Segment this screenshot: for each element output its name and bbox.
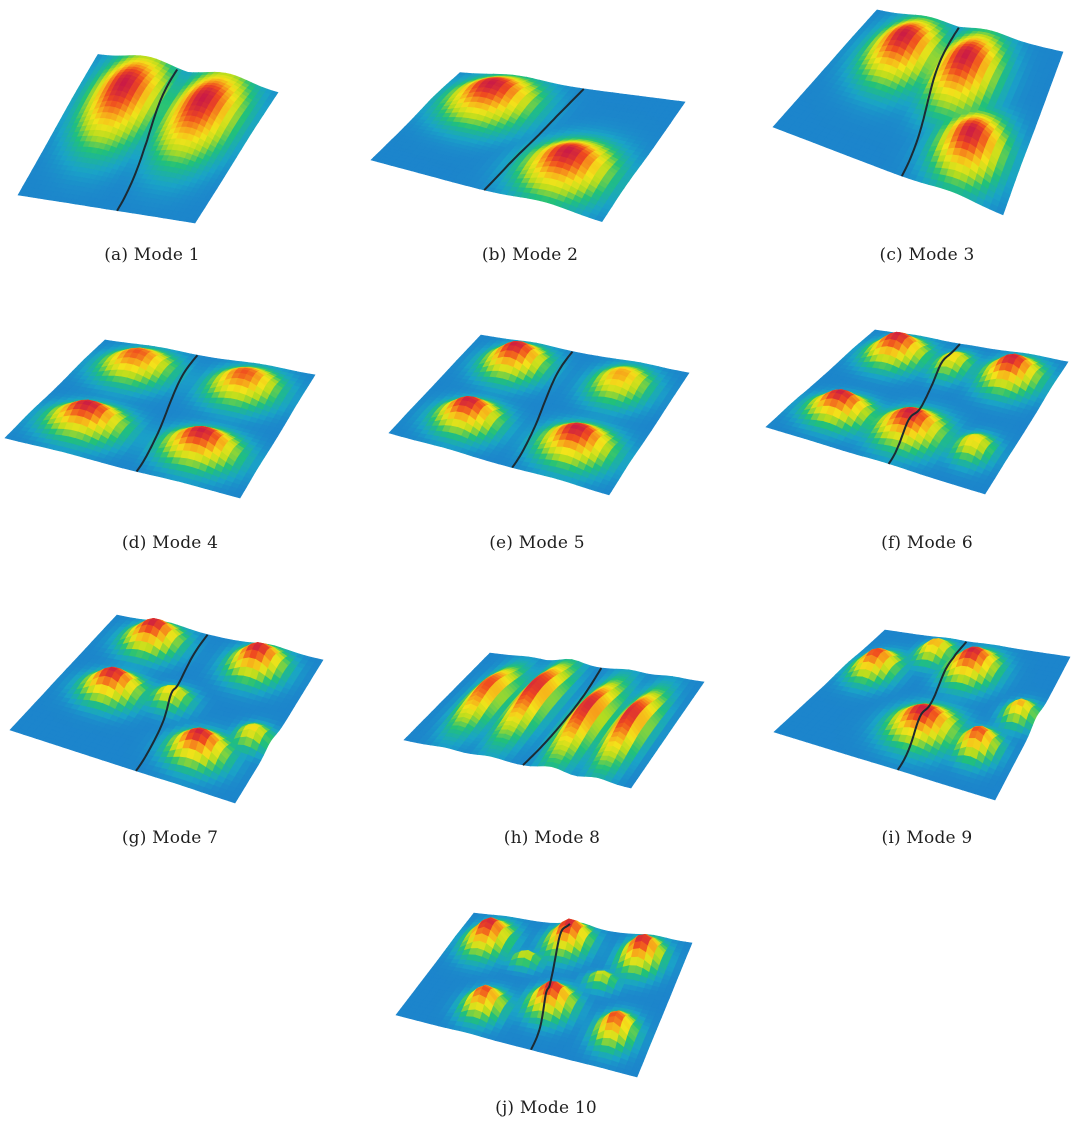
mode-4-nodal-line <box>135 354 199 473</box>
mode-6-plot <box>765 329 1069 495</box>
mode-5-caption: (e) Mode 5 <box>489 533 585 553</box>
mode-10-surface <box>395 912 693 1078</box>
mode-8-nodal-line <box>522 667 603 766</box>
mode-8-surface <box>403 652 705 789</box>
mode-10-caption: (j) Mode 10 <box>495 1098 597 1118</box>
mode-9-surface <box>773 629 1071 801</box>
mode-7-plot <box>9 614 324 804</box>
mode-6-nodal-line <box>887 343 961 465</box>
mode-3-plot <box>772 9 1064 216</box>
mode-1-nodal-line <box>116 68 179 212</box>
mode-2-caption: (b) Mode 2 <box>481 245 579 265</box>
mode-9-caption: (i) Mode 9 <box>881 828 973 848</box>
mode-1-plot <box>17 54 279 224</box>
mode-6-caption: (f) Mode 6 <box>881 533 973 553</box>
mode-10-nodal-line <box>530 923 571 1051</box>
mode-9-nodal-line <box>896 641 968 771</box>
mode-5-plot <box>388 334 690 496</box>
mode-1-caption: (a) Mode 1 <box>104 245 200 265</box>
mode-2-surface <box>370 72 686 222</box>
mode-8-caption: (h) Mode 8 <box>503 828 601 848</box>
mode-6-surface <box>765 329 1069 495</box>
mode-5-nodal-line <box>511 350 574 469</box>
mode-5-surface <box>388 334 690 496</box>
mode-4-plot <box>4 339 316 499</box>
mode-9-plot <box>773 629 1071 801</box>
mode-4-caption: (d) Mode 4 <box>121 533 219 553</box>
mode-3-caption: (c) Mode 3 <box>879 245 975 265</box>
mode-7-caption: (g) Mode 7 <box>121 828 219 848</box>
mode-3-surface <box>772 9 1064 216</box>
mode-7-surface <box>9 614 324 804</box>
mode-3-nodal-line <box>900 27 960 177</box>
mode-2-plot <box>370 72 686 222</box>
mode-8-plot <box>403 652 705 789</box>
mode-2-nodal-line <box>483 88 585 191</box>
mode-7-nodal-line <box>135 634 209 772</box>
mode-10-plot <box>395 912 693 1078</box>
mode-4-surface <box>4 339 316 499</box>
